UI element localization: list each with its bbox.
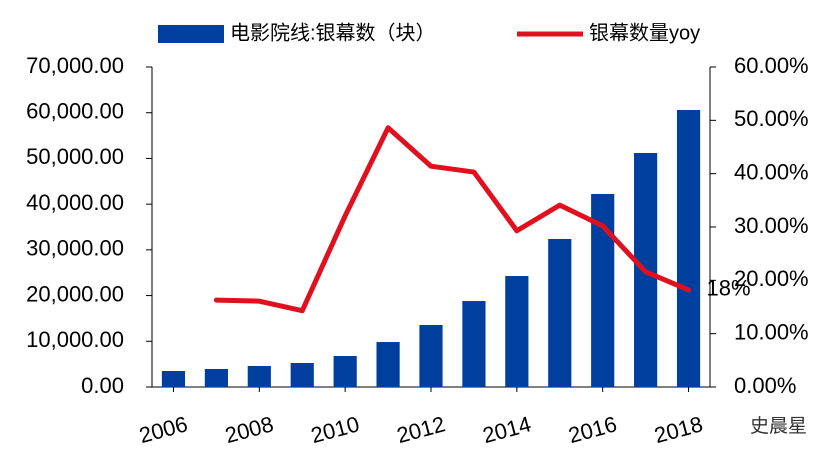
x-tick-label: 2008: [222, 411, 276, 448]
bar: [204, 368, 228, 387]
bar: [333, 356, 357, 387]
bar: [247, 365, 271, 387]
bar: [676, 110, 701, 387]
x-tick-label: 2018: [652, 411, 706, 448]
y-tick-label: 40,000.00: [26, 190, 124, 215]
y2-tick-label: 0.00%: [734, 373, 796, 398]
bar: [419, 325, 443, 387]
value-label: 18%: [707, 276, 751, 301]
legend-label: 电影院线:银幕数（块）: [230, 21, 436, 44]
x-tick-label: 2012: [394, 411, 448, 448]
y2-tick-label: 30.00%: [734, 213, 809, 238]
y2-tick-label: 40.00%: [734, 159, 809, 184]
bar: [290, 363, 314, 387]
y-tick-label: 10,000.00: [26, 327, 124, 352]
y2-tick-label: 50.00%: [734, 106, 809, 131]
y2-tick-label: 60.00%: [734, 53, 809, 78]
legend-swatch: [158, 25, 224, 43]
y2-tick-label: 20.00%: [734, 266, 809, 291]
x-tick-label: 2006: [137, 411, 191, 448]
bar: [376, 342, 400, 387]
bar: [548, 238, 572, 387]
y2-tick-label: 10.00%: [734, 319, 809, 344]
bar: [161, 371, 186, 387]
line: [213, 125, 692, 314]
y-tick-label: 30,000.00: [26, 236, 124, 261]
legend-label: 银幕数量yoy: [589, 21, 700, 44]
y-tick-label: 0.00: [81, 373, 124, 398]
y-tick-label: 20,000.00: [26, 281, 124, 306]
bar: [462, 301, 486, 387]
legend-item: 银幕数量yoy: [517, 21, 700, 44]
watermark: 史晨星: [750, 415, 807, 437]
x-tick-label: 2010: [308, 411, 362, 448]
bar: [505, 276, 529, 387]
y-tick-label: 50,000.00: [26, 144, 124, 169]
bar: [591, 193, 615, 387]
x-tick-label: 2016: [566, 411, 620, 448]
y-tick-label: 70,000.00: [26, 53, 124, 78]
y-tick-label: 60,000.00: [26, 99, 124, 124]
x-tick-label: 2014: [480, 411, 534, 448]
legend-item: 电影院线:银幕数（块）: [158, 21, 436, 44]
